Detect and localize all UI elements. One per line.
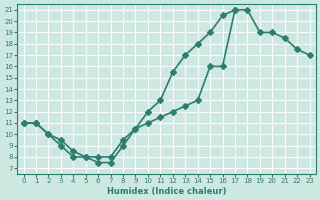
X-axis label: Humidex (Indice chaleur): Humidex (Indice chaleur) <box>107 187 226 196</box>
